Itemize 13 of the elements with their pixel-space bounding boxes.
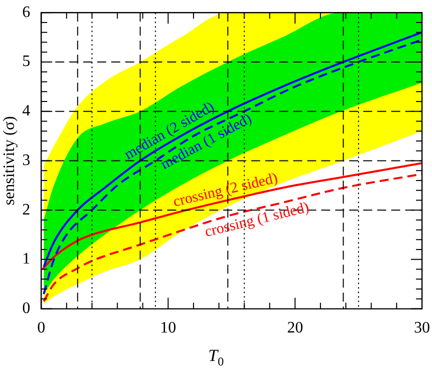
y-tick-label: 3 xyxy=(22,152,30,169)
x-axis-title: T$_{0}$ xyxy=(207,346,225,370)
y-axis-title: sensitivity (σ) xyxy=(0,116,18,206)
y-tick-label: 4 xyxy=(22,102,30,120)
y-tick-label: 2 xyxy=(22,201,30,218)
x-tick-label: 10 xyxy=(160,320,176,337)
x-tick-label: 0 xyxy=(37,320,46,337)
y-tick-label: 1 xyxy=(22,250,30,268)
y-tick-label: 5 xyxy=(22,53,30,70)
y-tick-label: 6 xyxy=(22,4,30,21)
x-tick-label: 20 xyxy=(287,320,304,337)
x-tick-label: 30 xyxy=(414,320,430,337)
y-tick-label: 0 xyxy=(22,300,30,318)
